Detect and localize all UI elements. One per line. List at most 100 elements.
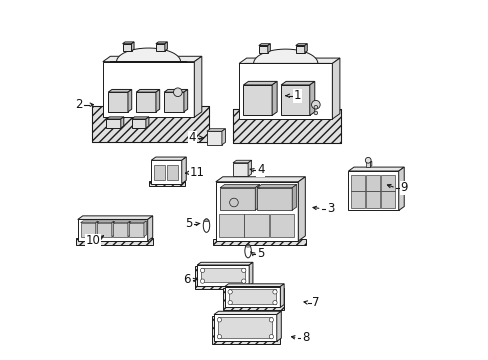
- Polygon shape: [108, 89, 131, 92]
- Polygon shape: [96, 221, 98, 237]
- Polygon shape: [247, 160, 251, 176]
- Polygon shape: [304, 44, 306, 53]
- Circle shape: [200, 279, 204, 283]
- Circle shape: [227, 301, 232, 305]
- Polygon shape: [106, 117, 123, 119]
- Bar: [244, 214, 268, 237]
- Polygon shape: [244, 49, 330, 63]
- Polygon shape: [156, 89, 160, 112]
- Text: 5: 5: [256, 247, 264, 260]
- Polygon shape: [164, 92, 183, 112]
- Polygon shape: [136, 92, 156, 112]
- Bar: [232, 109, 340, 143]
- Circle shape: [217, 334, 221, 339]
- Text: 11: 11: [189, 166, 204, 179]
- Polygon shape: [97, 221, 114, 223]
- Text: 4: 4: [256, 163, 264, 176]
- Polygon shape: [151, 160, 182, 184]
- Bar: [232, 109, 340, 143]
- Bar: [76, 238, 152, 244]
- Bar: [351, 175, 365, 191]
- Ellipse shape: [203, 220, 209, 222]
- Polygon shape: [197, 265, 249, 286]
- Polygon shape: [239, 63, 332, 119]
- Text: 3: 3: [326, 202, 334, 215]
- Text: 8: 8: [301, 331, 308, 344]
- Polygon shape: [366, 161, 371, 162]
- Polygon shape: [348, 167, 404, 171]
- Circle shape: [241, 279, 245, 283]
- Polygon shape: [243, 85, 271, 116]
- Text: 5: 5: [185, 217, 192, 230]
- Bar: [222, 288, 283, 310]
- Polygon shape: [108, 92, 128, 112]
- Circle shape: [272, 301, 277, 305]
- Polygon shape: [112, 223, 127, 237]
- Polygon shape: [214, 311, 281, 315]
- Bar: [195, 266, 252, 289]
- Bar: [218, 318, 272, 338]
- Circle shape: [313, 105, 317, 109]
- Polygon shape: [136, 89, 160, 92]
- Polygon shape: [295, 44, 306, 45]
- Polygon shape: [106, 119, 121, 128]
- Polygon shape: [281, 85, 309, 116]
- Polygon shape: [258, 45, 267, 53]
- Bar: [92, 107, 208, 142]
- Bar: [92, 107, 208, 142]
- Text: 6: 6: [183, 273, 190, 286]
- Polygon shape: [102, 56, 202, 62]
- Circle shape: [173, 88, 182, 96]
- Polygon shape: [182, 157, 186, 184]
- Polygon shape: [276, 311, 281, 341]
- Polygon shape: [127, 221, 130, 237]
- Polygon shape: [194, 56, 202, 117]
- Polygon shape: [122, 44, 131, 51]
- Polygon shape: [131, 119, 145, 128]
- Bar: [366, 175, 380, 191]
- Polygon shape: [233, 163, 247, 176]
- Polygon shape: [271, 81, 277, 116]
- Polygon shape: [164, 42, 167, 51]
- Polygon shape: [131, 42, 134, 51]
- Polygon shape: [214, 315, 276, 341]
- Polygon shape: [112, 221, 114, 237]
- Polygon shape: [369, 161, 371, 167]
- Bar: [351, 192, 365, 208]
- Polygon shape: [298, 177, 305, 241]
- Polygon shape: [224, 284, 284, 287]
- Bar: [212, 239, 305, 245]
- Polygon shape: [258, 44, 270, 45]
- Ellipse shape: [245, 246, 250, 247]
- Text: 9: 9: [400, 181, 407, 194]
- Polygon shape: [197, 262, 252, 265]
- Polygon shape: [398, 167, 404, 211]
- Bar: [380, 175, 394, 191]
- Polygon shape: [97, 223, 112, 237]
- Polygon shape: [233, 160, 251, 163]
- Polygon shape: [222, 129, 225, 145]
- Polygon shape: [215, 177, 305, 182]
- Circle shape: [269, 318, 273, 322]
- Polygon shape: [81, 223, 96, 237]
- Bar: [201, 268, 244, 282]
- Polygon shape: [257, 188, 292, 210]
- Polygon shape: [81, 221, 98, 223]
- Polygon shape: [292, 184, 296, 210]
- Polygon shape: [121, 117, 123, 128]
- Circle shape: [365, 157, 370, 163]
- Polygon shape: [243, 81, 277, 85]
- Text: 10: 10: [85, 234, 101, 247]
- Polygon shape: [78, 216, 152, 220]
- Bar: [211, 316, 280, 344]
- Polygon shape: [151, 157, 186, 160]
- Polygon shape: [257, 184, 296, 188]
- Text: 1: 1: [293, 89, 301, 102]
- Polygon shape: [131, 117, 148, 119]
- Polygon shape: [309, 81, 314, 116]
- Polygon shape: [206, 129, 225, 131]
- Circle shape: [227, 290, 232, 294]
- Bar: [380, 192, 394, 208]
- Polygon shape: [281, 81, 314, 85]
- Polygon shape: [156, 44, 164, 51]
